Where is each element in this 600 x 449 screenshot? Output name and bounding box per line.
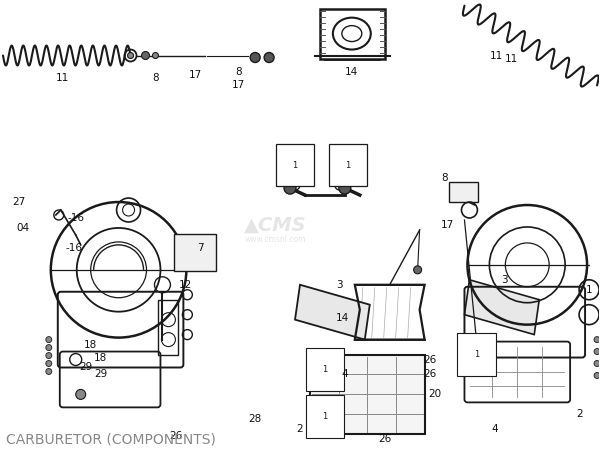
Text: www.cmsnl.com: www.cmsnl.com — [244, 235, 306, 244]
Circle shape — [461, 341, 469, 348]
Polygon shape — [464, 280, 539, 335]
Text: 1: 1 — [322, 365, 328, 374]
Circle shape — [594, 337, 600, 343]
Bar — [320, 9, 385, 58]
Text: 26: 26 — [169, 431, 182, 441]
Text: 8: 8 — [441, 173, 448, 183]
Text: 17: 17 — [441, 220, 454, 230]
Text: 20: 20 — [428, 389, 441, 400]
Circle shape — [46, 361, 52, 366]
Circle shape — [76, 389, 86, 400]
Circle shape — [46, 337, 52, 343]
Circle shape — [128, 53, 134, 58]
Text: 8: 8 — [152, 74, 159, 84]
Text: 28: 28 — [248, 414, 262, 424]
Text: 27: 27 — [12, 197, 26, 207]
Text: -16: -16 — [67, 213, 84, 223]
Circle shape — [413, 266, 422, 274]
Circle shape — [284, 182, 296, 194]
Text: 14: 14 — [345, 67, 358, 78]
Text: -16: -16 — [65, 243, 82, 253]
Text: 1: 1 — [586, 285, 592, 295]
Polygon shape — [295, 285, 370, 339]
Text: 11: 11 — [56, 74, 70, 84]
Text: 29: 29 — [94, 370, 107, 379]
Text: 1: 1 — [292, 161, 298, 170]
Bar — [158, 300, 178, 355]
Text: 14: 14 — [336, 313, 349, 323]
Circle shape — [46, 344, 52, 351]
Text: 29: 29 — [79, 362, 92, 373]
Text: 11: 11 — [505, 53, 518, 63]
Text: CARBURETOR (COMPONENTS): CARBURETOR (COMPONENTS) — [6, 432, 216, 446]
Text: 26: 26 — [378, 434, 391, 444]
FancyBboxPatch shape — [449, 182, 478, 202]
Text: 18: 18 — [84, 339, 97, 350]
Text: 4: 4 — [491, 424, 497, 434]
Circle shape — [264, 53, 274, 62]
Text: 11: 11 — [490, 51, 503, 61]
Text: 1: 1 — [322, 412, 328, 421]
Text: 3: 3 — [501, 275, 508, 285]
Bar — [310, 355, 425, 434]
Circle shape — [46, 369, 52, 374]
Circle shape — [142, 52, 149, 60]
Text: 04: 04 — [16, 223, 29, 233]
Circle shape — [594, 348, 600, 355]
Text: 1: 1 — [345, 161, 350, 170]
Text: 17: 17 — [189, 70, 202, 80]
Text: 1: 1 — [474, 350, 479, 359]
Circle shape — [594, 373, 600, 379]
Circle shape — [461, 351, 469, 359]
Text: 2: 2 — [576, 409, 583, 419]
Circle shape — [46, 352, 52, 359]
Text: ▲CMS: ▲CMS — [244, 216, 307, 234]
Text: 2: 2 — [296, 424, 304, 434]
Circle shape — [594, 361, 600, 366]
Text: 18: 18 — [94, 352, 107, 362]
FancyBboxPatch shape — [175, 234, 216, 271]
Text: 17: 17 — [232, 80, 245, 90]
Text: 26: 26 — [423, 355, 436, 365]
Text: 7: 7 — [197, 243, 203, 253]
Text: 8: 8 — [235, 67, 242, 78]
Text: 3: 3 — [337, 280, 343, 290]
Circle shape — [250, 53, 260, 62]
Circle shape — [152, 53, 158, 58]
Text: 26: 26 — [423, 370, 436, 379]
Text: 12: 12 — [179, 280, 192, 290]
Circle shape — [339, 182, 351, 194]
Text: 4: 4 — [341, 370, 348, 379]
